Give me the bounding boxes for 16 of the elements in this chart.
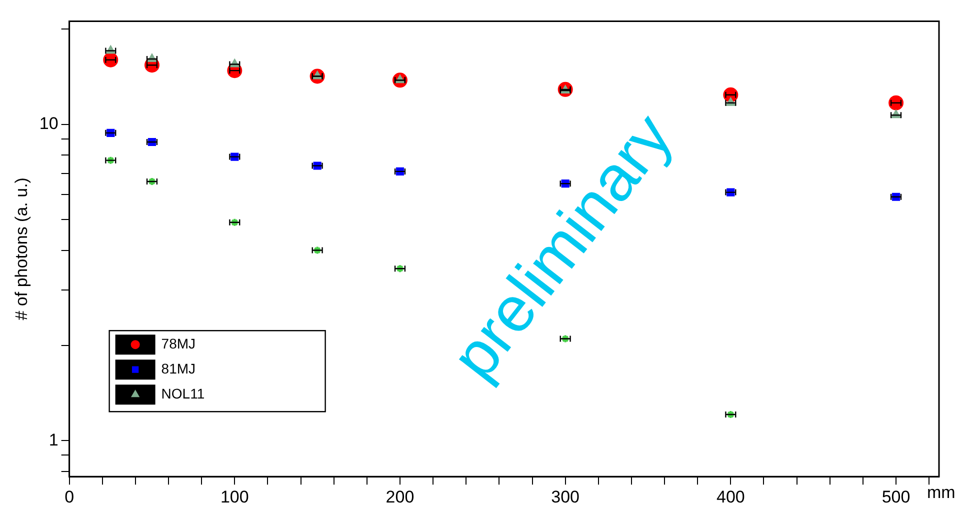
- point: [103, 52, 118, 68]
- point: [723, 87, 738, 102]
- y-axis-title: # of photons (a. u.): [12, 178, 31, 320]
- x-tick-label: 400: [716, 487, 745, 506]
- x-axis-title: mm: [927, 482, 956, 502]
- y-tick-label: 10: [39, 114, 58, 134]
- legend-label: 78MJ: [161, 335, 196, 352]
- x-tick-label: 200: [386, 487, 414, 506]
- y-tick-label: 1: [48, 430, 58, 450]
- x-tick-label: 0: [64, 487, 74, 506]
- legend-label: 81MJ: [161, 360, 196, 376]
- x-tick-label: 100: [220, 487, 249, 506]
- x-tick-label: 500: [882, 487, 910, 506]
- point: [888, 95, 904, 110]
- x-tick-label: 300: [551, 487, 580, 506]
- legend-label: NOL11: [161, 385, 205, 402]
